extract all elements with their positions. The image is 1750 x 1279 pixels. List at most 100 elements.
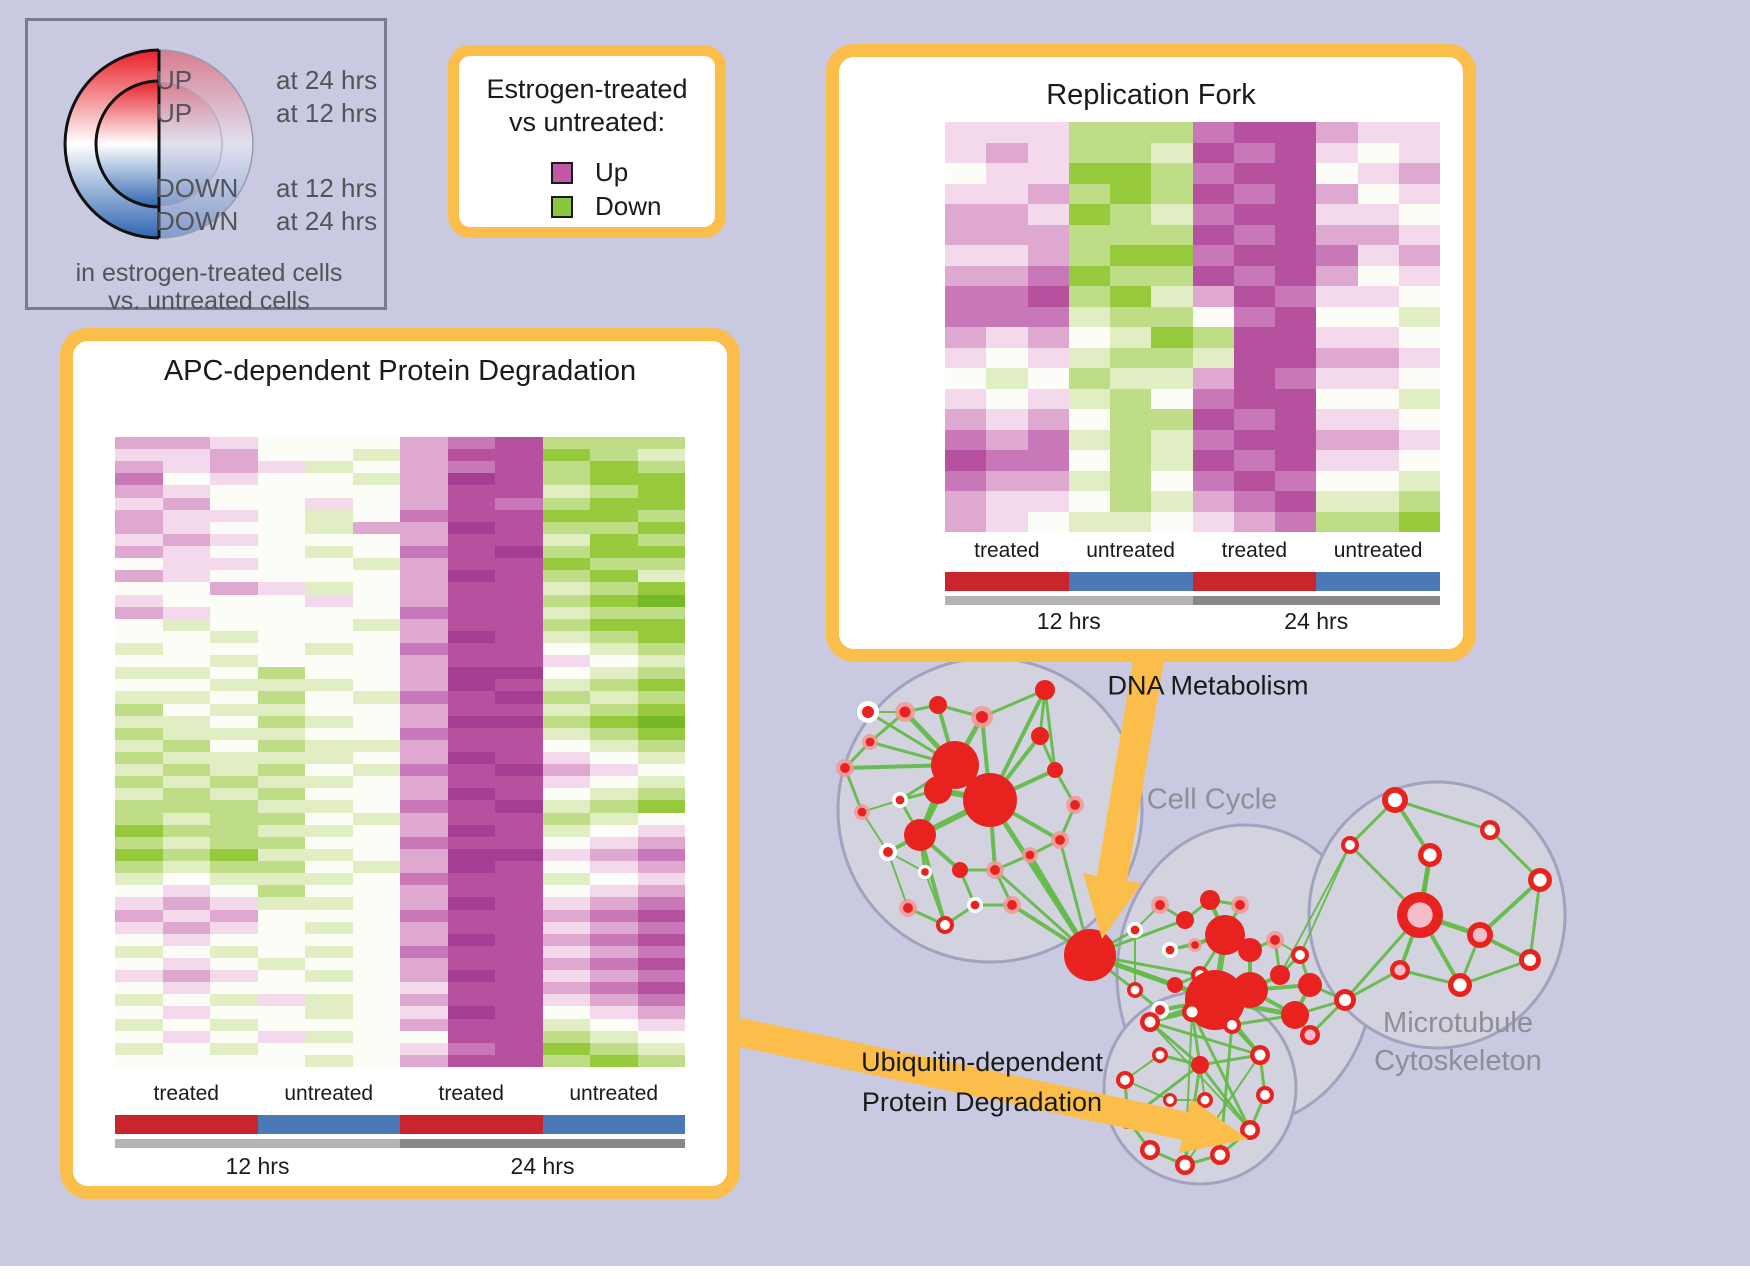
heatmap-cell xyxy=(115,509,163,522)
heatmap-cell xyxy=(210,582,258,595)
heatmap-cell xyxy=(986,429,1028,450)
heatmap-cell xyxy=(1192,470,1234,491)
heatmap-cell xyxy=(495,861,543,874)
network-node-halo-pink xyxy=(990,865,1000,875)
heatmap-cell xyxy=(986,409,1028,430)
heatmap-cell xyxy=(1110,306,1152,327)
outer-right-arc xyxy=(158,49,254,239)
heatmap-cell xyxy=(210,848,258,862)
network-node-solid xyxy=(1035,680,1055,700)
heatmap-cell xyxy=(590,970,638,983)
network-edge xyxy=(1528,878,1542,962)
heatmap-cell xyxy=(1398,204,1440,225)
heatmap-cell xyxy=(1110,491,1152,512)
up-key-label: Up xyxy=(595,157,629,187)
heatmap-cell xyxy=(1357,327,1399,348)
heatmap-cell xyxy=(495,873,543,886)
heatmap-cell xyxy=(257,812,305,825)
condition-group-label: untreated xyxy=(569,1082,659,1105)
condition-group-label: treated xyxy=(153,1082,219,1105)
heatmap-cell xyxy=(637,546,685,559)
heatmap-cell xyxy=(590,812,638,825)
heatmap-cell xyxy=(257,473,305,486)
heatmap-cell xyxy=(1027,409,1069,430)
heatmap-cell xyxy=(495,836,543,849)
apc-heatmap-panel: APC-dependent Protein Degradation treate… xyxy=(60,328,740,1199)
network-edge xyxy=(987,797,1093,958)
heatmap-cell xyxy=(400,909,448,922)
heatmap-cell xyxy=(352,909,400,922)
heatmap-cell xyxy=(447,570,495,583)
heatmap-cell xyxy=(447,836,495,849)
heatmap-cell xyxy=(162,473,210,486)
heatmap-cell xyxy=(945,470,987,491)
heatmap-cell xyxy=(210,1054,258,1067)
heatmap-cell xyxy=(637,715,685,728)
heatmap-cell xyxy=(162,739,210,752)
heatmap-cell xyxy=(495,812,543,825)
heatmap-cell xyxy=(115,691,163,704)
heatmap-cell xyxy=(495,752,543,765)
heatmap-cell xyxy=(1275,409,1317,430)
heatmap-cell xyxy=(257,982,305,995)
heatmap-cell xyxy=(115,679,163,692)
heatmap-cell xyxy=(1068,224,1110,245)
heatmap-cell xyxy=(162,1030,210,1043)
heatmap-cell xyxy=(210,1018,258,1031)
heatmap-cell xyxy=(1398,142,1440,163)
network-node-solid xyxy=(1167,977,1183,993)
heatmap-cell xyxy=(115,739,163,752)
down-24-dir: DOWN xyxy=(156,206,239,236)
condition-group-label: treated xyxy=(438,1082,504,1105)
apc-time-labels: 12 hrs 24 hrs xyxy=(115,1153,685,1183)
heatmap-cell xyxy=(115,957,163,971)
heatmap-cell xyxy=(305,957,353,971)
apc-group-labels: treated untreated treated untreated xyxy=(115,1082,685,1108)
time-label: 12 hrs xyxy=(225,1153,290,1179)
network-node-ring xyxy=(1155,1050,1165,1060)
heatmap-cell xyxy=(542,509,590,522)
arrow-replication-fork-to-dna-metabolism xyxy=(1083,601,1173,939)
heatmap-cell xyxy=(945,265,987,286)
heatmap-cell xyxy=(945,450,987,471)
heatmap-cell xyxy=(210,642,258,656)
heatmap-cell xyxy=(495,715,543,728)
heatmap-cell xyxy=(495,970,543,983)
heatmap-cell xyxy=(400,594,448,607)
heatmap-cell xyxy=(495,606,543,619)
heatmap-cell xyxy=(352,618,400,631)
heatmap-cell xyxy=(495,485,543,498)
color-key-box: Estrogen-treated vs untreated: Up Down xyxy=(448,45,726,238)
heatmap-cell xyxy=(495,957,543,971)
heatmap-cell xyxy=(162,1018,210,1031)
heatmap-cell xyxy=(495,1054,543,1067)
rf-time-bar xyxy=(945,596,1440,605)
rf-heatmap xyxy=(945,122,1440,532)
heatmap-cell xyxy=(542,473,590,486)
heatmap-cell xyxy=(1110,409,1152,430)
heatmap-cell xyxy=(352,861,400,874)
heatmap-cell xyxy=(400,618,448,631)
heatmap-cell xyxy=(305,921,353,934)
heatmap-cell xyxy=(257,1030,305,1043)
heatmap-cell xyxy=(447,739,495,752)
network-edge xyxy=(887,851,909,909)
heatmap-cell xyxy=(400,921,448,934)
heatmap-cell xyxy=(352,885,400,898)
heatmap-cell xyxy=(542,558,590,571)
updown-legend-box: UP at 24 hrs UP at 12 hrs DOWN at 12 hrs… xyxy=(25,18,387,315)
heatmap-cell xyxy=(305,570,353,583)
up-12-time: at 12 hrs xyxy=(276,98,378,128)
heatmap-cell xyxy=(257,921,305,934)
heatmap-cell xyxy=(542,812,590,825)
heatmap-cell xyxy=(1192,245,1234,266)
heatmap-cell xyxy=(1027,245,1069,266)
heatmap-cell xyxy=(542,546,590,559)
apc-time-bar xyxy=(115,1139,685,1148)
condition-group-label: treated xyxy=(974,539,1040,562)
network-node-solid xyxy=(963,773,1017,827)
condition-color-segment xyxy=(1192,572,1317,591)
heatmap-cell xyxy=(352,594,400,607)
